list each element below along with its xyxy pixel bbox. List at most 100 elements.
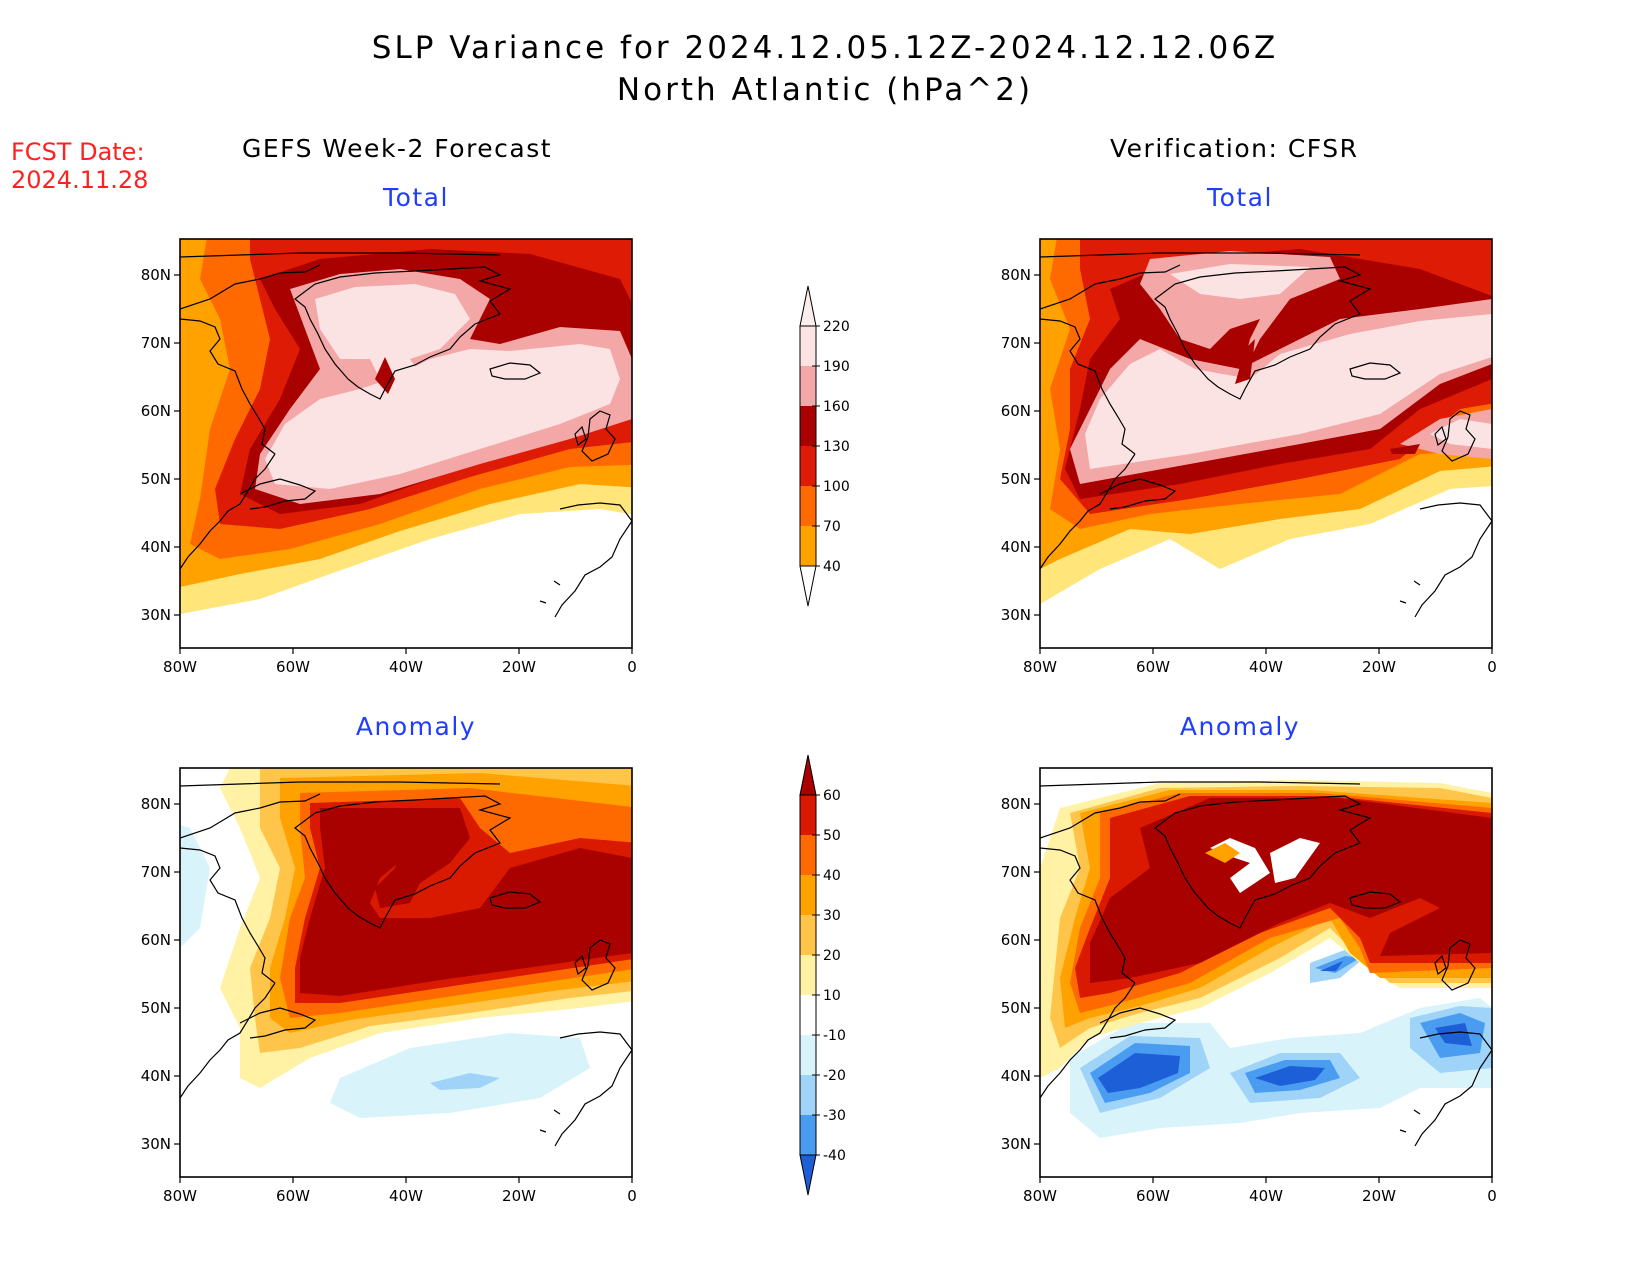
total-colorbar-label: 190 (823, 359, 850, 375)
fcst-date-value: 2024.11.28 (11, 166, 149, 194)
verif-anom-lon-label: 0 (1487, 1187, 1497, 1205)
fcst-total-lon-label: 20W (502, 658, 536, 676)
forecast-total-map (179, 238, 633, 649)
total-colorbar-label: 220 (823, 319, 850, 335)
fcst-anom-lat-label: 80N (141, 795, 171, 813)
fcst-total-lat-label: 50N (141, 470, 171, 488)
verif-total-lat-label: 60N (1001, 402, 1031, 420)
anomaly-colorbar-label: 30 (823, 908, 841, 924)
anomaly-colorbar-box (800, 875, 816, 915)
anomaly-colorbar-box (800, 1115, 816, 1155)
verif-anom-greenland-ring (1205, 843, 1240, 863)
total-colorbar-box (800, 486, 816, 526)
fcst-total-max-spot (375, 357, 395, 394)
fcst-anom-lat-label: 30N (141, 1135, 171, 1153)
anomaly-colorbar-box (800, 915, 816, 955)
total-colorbar-box (800, 326, 816, 366)
fcst-total-lon-label: 40W (389, 658, 423, 676)
total-colorbar-box (800, 366, 816, 406)
anomaly-colorbar-box (800, 795, 816, 835)
forecast-column-title: GEFS Week-2 Forecast (242, 134, 553, 163)
verification-column-title: Verification: CFSR (1110, 134, 1359, 163)
verif-total-uk-spot (1390, 444, 1420, 454)
verif-total-lon-label: 80W (1023, 658, 1057, 676)
total-colorbar-label: 40 (823, 559, 841, 575)
verif-total-lat-label: 80N (1001, 266, 1031, 284)
verif-anom-neg-40 (1098, 961, 1472, 1093)
anomaly-colorbar-label: 50 (823, 828, 841, 844)
verif-anom-lon-label: 60W (1136, 1187, 1170, 1205)
anomaly-colorbar-frame (799, 794, 817, 1156)
verif-anom-lat-label: 50N (1001, 999, 1031, 1017)
fcst-anom-neg-west (180, 824, 210, 948)
fcst-anom-lat-label: 50N (141, 999, 171, 1017)
verification-anomaly-map (1039, 767, 1493, 1178)
verif-total-lon-label: 40W (1249, 658, 1283, 676)
figure-title-line1: SLP Variance for 2024.12.05.12Z-2024.12.… (371, 30, 1279, 66)
fcst-date-caption: FCST Date: (11, 138, 145, 166)
verif-total-lat-label: 30N (1001, 606, 1031, 624)
anomaly-colorbar-box (800, 1035, 816, 1075)
verif-anom-lat-label: 40N (1001, 1067, 1031, 1085)
verif-total-level-220 (1085, 264, 1492, 469)
fcst-total-lon-label: 0 (627, 658, 637, 676)
verif-total-lon-label: 20W (1362, 658, 1396, 676)
fcst-total-lat-label: 40N (141, 538, 171, 556)
axes-layer: 80W 60W 40W 20W 0 80N 70N 60N 50N 40N 30N 80W 60W 40W… (141, 266, 1497, 1205)
anomaly-colorbar-box (800, 955, 816, 995)
fcst-anom-level-60 (300, 808, 632, 996)
anomaly-colorbar-label: 20 (823, 948, 841, 964)
fcst-anom-lat-label: 40N (141, 1067, 171, 1085)
anomaly-colorbar: 60 50 40 30 20 10 -10 -20 -30 -40 (799, 754, 846, 1196)
verification-anomaly-title: Anomaly (1179, 712, 1301, 741)
fcst-total-lon-label: 60W (276, 658, 310, 676)
verif-total-lat-label: 70N (1001, 334, 1031, 352)
anomaly-colorbar-label: -20 (823, 1068, 846, 1084)
verif-anom-lon-label: 20W (1362, 1187, 1396, 1205)
total-colorbar-bottom-arrow (799, 565, 817, 607)
verif-anom-neg-30 (1090, 956, 1485, 1103)
fcst-anom-neg-core (430, 1073, 500, 1090)
fcst-anom-lat-label: 60N (141, 931, 171, 949)
anomaly-colorbar-label: 60 (823, 788, 841, 804)
fcst-anom-lon-label: 60W (276, 1187, 310, 1205)
verif-anom-lat-label: 70N (1001, 863, 1031, 881)
verification-total-title: Total (1207, 183, 1273, 212)
forecast-anomaly-title: Anomaly (355, 712, 477, 741)
verif-anom-lat-label: 80N (1001, 795, 1031, 813)
fcst-anom-lon-label: 80W (163, 1187, 197, 1205)
total-colorbar-label: 100 (823, 479, 850, 495)
fcst-total-level-220 (265, 284, 620, 489)
verif-total-lon-label: 60W (1136, 658, 1170, 676)
verif-total-lon-label: 0 (1487, 658, 1497, 676)
fcst-anom-lon-label: 40W (389, 1187, 423, 1205)
total-colorbar: 220 190 160 130 100 70 40 (799, 285, 850, 607)
anomaly-colorbar-box (800, 1075, 816, 1115)
fcst-total-lon-label: 80W (163, 658, 197, 676)
anomaly-colorbar-box (800, 835, 816, 875)
forecast-anomaly-map (179, 767, 633, 1178)
total-colorbar-top-arrow (799, 285, 817, 327)
verif-anom-lat-label: 60N (1001, 931, 1031, 949)
figure-title-line2: North Atlantic (hPa^2) (616, 72, 1034, 108)
anomaly-colorbar-label: 40 (823, 868, 841, 884)
total-colorbar-label: 130 (823, 439, 850, 455)
fcst-total-lat-label: 80N (141, 266, 171, 284)
verif-total-lat-label: 40N (1001, 538, 1031, 556)
total-colorbar-box (800, 406, 816, 446)
verif-anom-lon-label: 40W (1249, 1187, 1283, 1205)
anomaly-colorbar-box (800, 995, 816, 1035)
forecast-total-title: Total (383, 183, 449, 212)
fcst-total-lat-label: 30N (141, 606, 171, 624)
anomaly-colorbar-label: -10 (823, 1028, 846, 1044)
fcst-date-label: FCST Date: 2024.11.28 (11, 138, 148, 194)
verif-total-lat-label: 50N (1001, 470, 1031, 488)
verif-anom-lon-label: 80W (1023, 1187, 1057, 1205)
fcst-total-lat-label: 60N (141, 402, 171, 420)
verif-anom-lat-label: 30N (1001, 1135, 1031, 1153)
verif-anom-level-60 (1090, 798, 1492, 983)
total-colorbar-label: 160 (823, 399, 850, 415)
anomaly-colorbar-bottom-arrow (799, 1154, 817, 1196)
total-colorbar-label: 70 (823, 519, 841, 535)
total-colorbar-box (800, 526, 816, 566)
